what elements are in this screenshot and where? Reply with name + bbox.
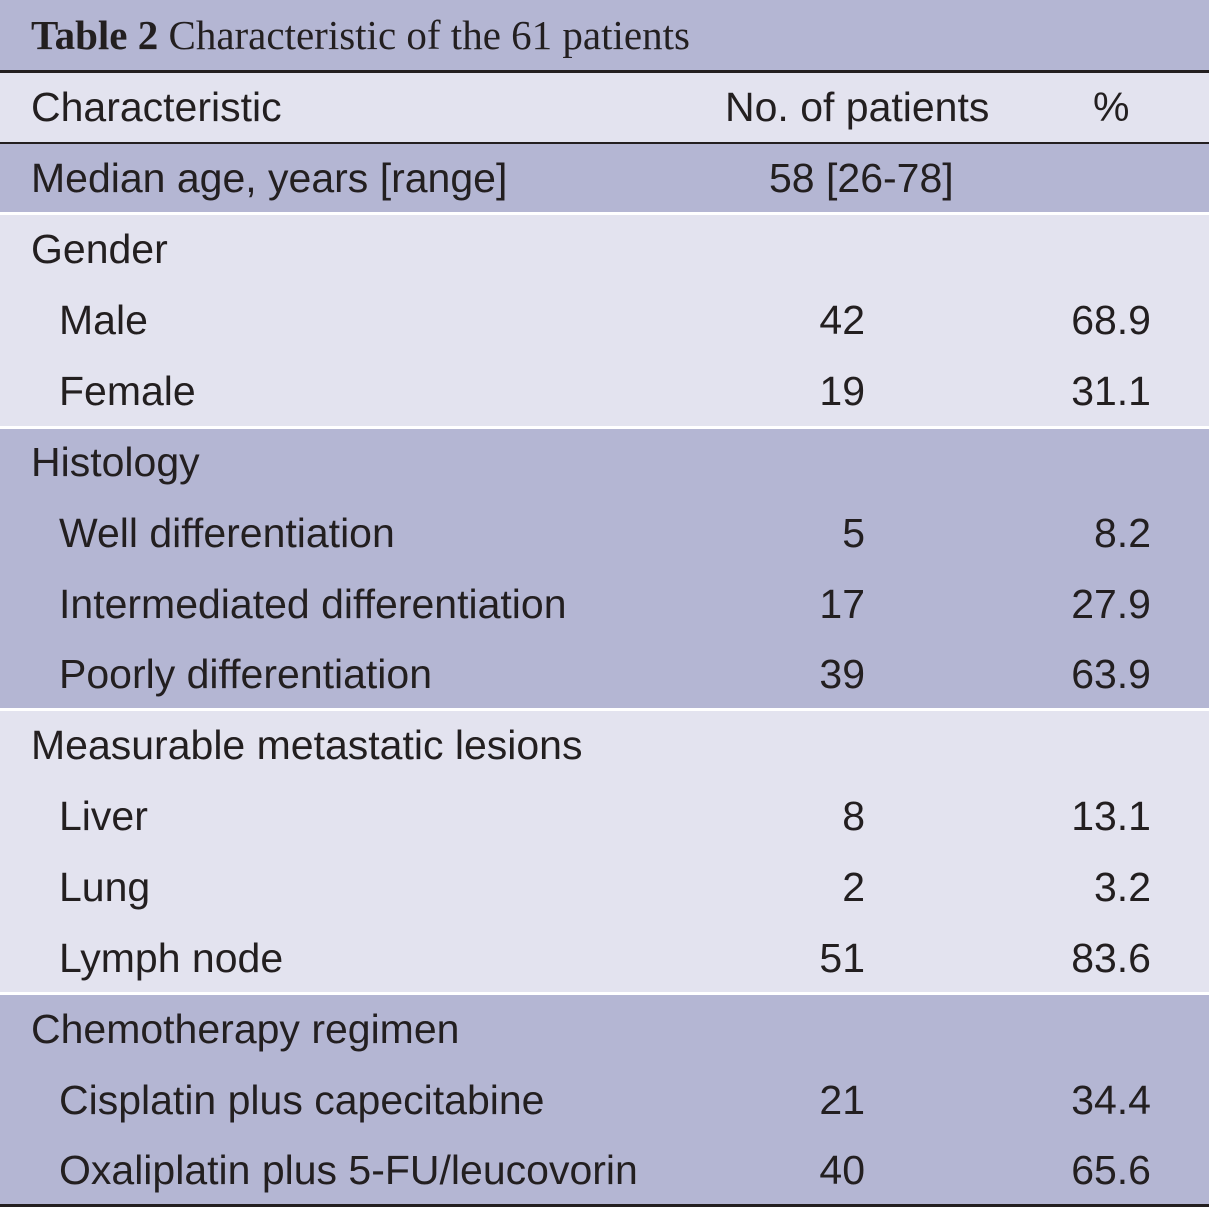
- row-value: 58 [26-78]: [769, 155, 954, 201]
- row-percent: 68.9: [1071, 297, 1151, 343]
- bottom-rule: [0, 1204, 1209, 1207]
- header-band: [0, 73, 1209, 142]
- row-label: Oxaliplatin plus 5-FU/leucovorin: [59, 1147, 638, 1193]
- table-caption: Table 2 Characteristic of the 61 patient…: [0, 0, 1209, 70]
- row-percent: 13.1: [1071, 793, 1151, 839]
- table-row: Male 42 68.9: [0, 285, 1209, 356]
- table-row: Oxaliplatin plus 5-FU/leucovorin 40 65.6: [0, 1135, 1209, 1206]
- row-percent: 31.1: [1071, 368, 1151, 414]
- header-rule: [0, 142, 1209, 144]
- table-row: Lymph node 51 83.6: [0, 923, 1209, 994]
- row-label: Male: [59, 297, 148, 343]
- group-label: Measurable metastatic lesions: [31, 722, 583, 768]
- row-label: Liver: [59, 793, 148, 839]
- header-no-of-patients: No. of patients: [725, 84, 990, 130]
- row-count: 21: [819, 1077, 865, 1123]
- table-row: Measurable metastatic lesions: [0, 710, 1209, 781]
- group-label: Chemotherapy regimen: [31, 1006, 460, 1052]
- header-characteristic: Characteristic: [31, 84, 282, 130]
- table-caption-text: Characteristic of the 61 patients: [158, 12, 690, 58]
- table-row: Median age, years [range] 58 [26-78]: [0, 143, 1209, 214]
- row-percent: 63.9: [1071, 651, 1151, 697]
- group-separator: [0, 992, 1209, 995]
- top-rule: [0, 70, 1209, 73]
- row-count: 2: [842, 864, 865, 910]
- row-label: Intermediated differentiation: [59, 581, 567, 627]
- table-row: Liver 8 13.1: [0, 781, 1209, 852]
- row-count: 5: [842, 510, 865, 556]
- row-count: 17: [819, 581, 865, 627]
- row-label: Well differentiation: [59, 510, 395, 556]
- median-age-band: [0, 144, 1209, 212]
- table-row: Intermediated differentiation 17 27.9: [0, 569, 1209, 640]
- table-caption-label: Table 2: [31, 12, 159, 58]
- row-percent: 83.6: [1071, 935, 1151, 981]
- row-label: Poorly differentiation: [59, 651, 433, 697]
- row-count: 42: [819, 297, 865, 343]
- row-label: Lung: [59, 864, 151, 910]
- group-label: Histology: [31, 439, 200, 485]
- table-row: Lung 2 3.2: [0, 852, 1209, 923]
- row-percent: 34.4: [1071, 1077, 1151, 1123]
- row-label: Lymph node: [59, 935, 284, 981]
- row-count: 8: [842, 793, 865, 839]
- row-count: 51: [819, 935, 865, 981]
- table-row: Poorly differentiation 39 63.9: [0, 639, 1209, 710]
- header-percent: %: [1093, 84, 1130, 130]
- row-count: 40: [819, 1147, 865, 1193]
- group-separator: [0, 426, 1209, 429]
- table-row: Chemotherapy regimen: [0, 994, 1209, 1065]
- gender-band: [0, 215, 1209, 426]
- table-row: Histology: [0, 427, 1209, 498]
- group-separator: [0, 708, 1209, 711]
- table-row: Cisplatin plus capecitabine 21 34.4: [0, 1065, 1209, 1136]
- row-label: Median age, years [range]: [31, 155, 508, 201]
- row-count: 19: [819, 368, 865, 414]
- metastatic-lesions-band: [0, 711, 1209, 992]
- row-count: 39: [819, 651, 865, 697]
- group-label: Gender: [31, 226, 168, 272]
- row-percent: 65.6: [1071, 1147, 1151, 1193]
- chemotherapy-band: [0, 995, 1209, 1204]
- table-row: Well differentiation 5 8.2: [0, 498, 1209, 569]
- histology-band: [0, 429, 1209, 708]
- row-percent: 8.2: [1094, 510, 1151, 556]
- row-label: Cisplatin plus capecitabine: [59, 1077, 545, 1123]
- group-separator: [0, 212, 1209, 215]
- row-percent: 27.9: [1071, 581, 1151, 627]
- row-percent: 3.2: [1094, 864, 1151, 910]
- header-row: Characteristic No. of patients %: [0, 72, 1209, 143]
- row-label: Female: [59, 368, 196, 414]
- table-row: Female 19 31.1: [0, 356, 1209, 427]
- table-row: Gender: [0, 214, 1209, 285]
